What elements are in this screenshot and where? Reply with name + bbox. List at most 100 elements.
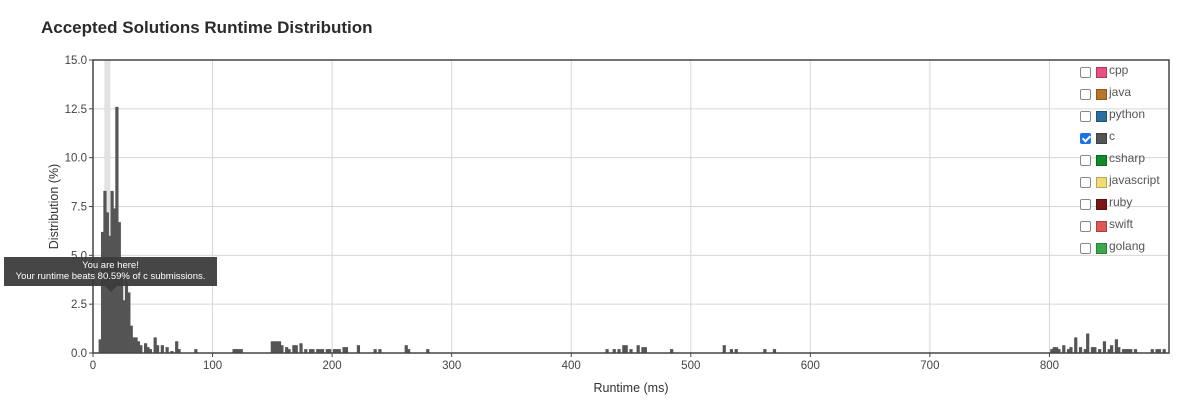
bar[interactable] [1062,345,1066,353]
bar[interactable] [160,345,164,353]
legend-item-javascript[interactable]: javascript [1080,173,1172,195]
bar[interactable] [292,345,296,353]
bar[interactable] [239,349,243,353]
bar[interactable] [318,349,322,353]
legend-item-c[interactable]: c [1080,129,1172,151]
bar[interactable] [1055,347,1059,353]
bar[interactable] [153,337,157,353]
bar[interactable] [1110,345,1114,353]
bar[interactable] [139,345,143,353]
bar[interactable] [308,349,313,353]
legend-item-swift[interactable]: swift [1080,217,1172,239]
bar[interactable] [124,280,129,353]
bar[interactable] [763,349,767,353]
bar[interactable] [722,345,726,353]
bar[interactable] [335,349,339,353]
bar[interactable] [1074,337,1078,353]
bar[interactable] [175,341,179,353]
bar[interactable] [237,349,241,353]
legend-checkbox-python[interactable] [1080,111,1091,122]
bar[interactable] [232,349,236,353]
legend-checkbox-ruby[interactable] [1080,199,1091,210]
bar[interactable] [132,337,136,353]
bar[interactable] [332,349,337,353]
bar[interactable] [325,349,329,353]
bar[interactable] [1050,349,1054,353]
bar[interactable] [134,337,138,353]
bar[interactable] [344,347,349,353]
bar[interactable] [734,349,738,353]
bar[interactable] [1124,349,1128,353]
bar[interactable] [98,339,102,353]
bar[interactable] [129,325,133,353]
bar[interactable] [1162,349,1166,353]
bar[interactable] [729,349,734,353]
bar[interactable] [1093,347,1097,353]
bar[interactable] [148,349,152,353]
bar[interactable] [194,349,198,353]
bar[interactable] [426,349,430,353]
bar[interactable] [622,345,626,353]
bar[interactable] [136,341,141,353]
bar[interactable] [311,349,315,353]
bar[interactable] [373,349,377,353]
bar[interactable] [404,345,408,353]
bar[interactable] [1114,339,1118,353]
bar[interactable] [670,349,674,353]
bar[interactable] [1155,349,1159,353]
bar[interactable] [115,106,119,353]
legend-checkbox-c[interactable] [1080,133,1091,144]
bar[interactable] [1098,349,1102,353]
bar[interactable] [624,345,628,353]
bar[interactable] [144,343,148,353]
bar[interactable] [299,343,303,353]
bar[interactable] [1129,349,1133,353]
bar[interactable] [280,345,284,353]
bar[interactable] [407,349,411,353]
legend-item-cpp[interactable]: cpp [1080,63,1172,85]
bar[interactable] [277,341,282,353]
bar[interactable] [120,278,124,353]
bar[interactable] [328,349,332,353]
bar[interactable] [108,235,112,353]
bar[interactable] [155,345,160,353]
bar[interactable] [772,349,777,353]
bar[interactable] [146,347,150,353]
bar[interactable] [234,349,239,353]
bar[interactable] [1086,333,1090,353]
bar[interactable] [1066,349,1071,353]
bar[interactable] [275,341,279,353]
bar[interactable] [1052,347,1056,353]
bar[interactable] [342,347,346,353]
legend-item-python[interactable]: python [1080,107,1172,129]
legend-checkbox-swift[interactable] [1080,221,1091,232]
bar[interactable] [287,349,291,353]
bar[interactable] [127,292,131,353]
bar[interactable] [1102,341,1107,353]
bar[interactable] [356,345,361,353]
bar[interactable] [270,341,274,353]
bar[interactable] [177,349,181,353]
bar[interactable] [1133,349,1138,353]
legend-item-ruby[interactable]: ruby [1080,195,1172,217]
legend-item-csharp[interactable]: csharp [1080,151,1172,173]
bar[interactable] [617,349,621,353]
bar[interactable] [1126,349,1130,353]
bar[interactable] [165,347,169,353]
bar[interactable] [304,349,308,353]
bar[interactable] [1157,349,1162,353]
bar[interactable] [320,349,325,353]
bar[interactable] [1117,347,1121,353]
bar[interactable] [605,349,609,353]
bar[interactable] [316,349,320,353]
bar[interactable] [285,347,289,353]
bar[interactable] [641,347,645,353]
bar[interactable] [1150,349,1154,353]
bar[interactable] [612,349,616,353]
bar[interactable] [643,347,647,353]
bar[interactable] [636,345,640,353]
bar[interactable] [1121,349,1126,353]
bar[interactable] [1090,347,1095,353]
bar[interactable] [170,351,174,353]
bar[interactable] [629,349,633,353]
